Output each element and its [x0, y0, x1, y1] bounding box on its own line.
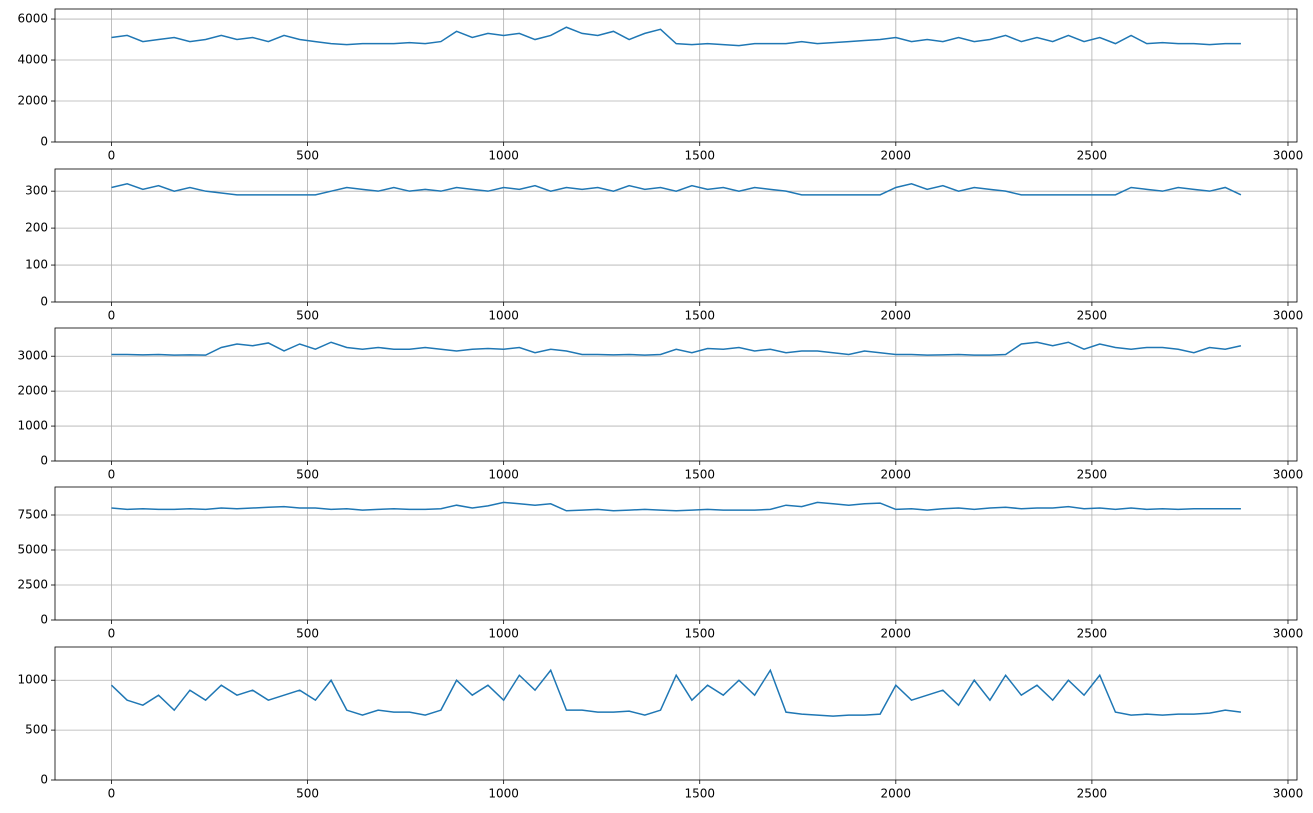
- y-tick-label: 200: [25, 221, 48, 235]
- x-tick-label: 2000: [881, 149, 912, 163]
- y-tick-label: 0: [40, 454, 48, 468]
- x-tick-label: 500: [296, 468, 319, 482]
- data-line: [111, 341, 1242, 356]
- x-tick-label: 1500: [684, 468, 715, 482]
- x-tick-label: 0: [108, 468, 116, 482]
- x-tick-label: 1000: [488, 468, 519, 482]
- x-tick-label: 2500: [1077, 787, 1108, 801]
- data-line: [111, 26, 1241, 47]
- x-tick-label: 500: [296, 627, 319, 641]
- y-tick-label: 3000: [17, 349, 48, 363]
- x-tick-label: 2000: [881, 309, 912, 323]
- x-tick-label: 2500: [1077, 309, 1108, 323]
- y-tick-label: 500: [25, 723, 48, 737]
- x-tick-label: 0: [108, 627, 116, 641]
- y-tick-label: 1000: [17, 673, 48, 687]
- y-tick-label: 0: [40, 773, 48, 787]
- y-tick-label: 0: [40, 295, 48, 309]
- y-tick-label: 4000: [17, 53, 48, 67]
- x-tick-label: 3000: [1273, 787, 1304, 801]
- x-tick-label: 1500: [684, 149, 715, 163]
- x-tick-label: 0: [108, 787, 116, 801]
- y-tick-label: 300: [25, 184, 48, 198]
- x-tick-label: 3000: [1273, 627, 1304, 641]
- x-tick-label: 3000: [1273, 309, 1304, 323]
- plot-frame: [54, 8, 1298, 143]
- x-tick-label: 3000: [1273, 149, 1304, 163]
- plot-frame: [54, 646, 1298, 781]
- x-tick-label: 2500: [1077, 149, 1108, 163]
- x-tick-label: 1000: [488, 309, 519, 323]
- x-tick-label: 2000: [881, 468, 912, 482]
- y-tick-label: 1000: [17, 419, 48, 433]
- x-tick-label: 500: [296, 309, 319, 323]
- x-tick-label: 3000: [1273, 468, 1304, 482]
- data-line: [111, 182, 1242, 196]
- plot-frame: [54, 486, 1298, 621]
- y-tick-label: 6000: [17, 12, 48, 26]
- y-tick-label: 0: [40, 135, 48, 149]
- data-line: [111, 501, 1241, 512]
- x-tick-label: 1500: [684, 627, 715, 641]
- x-tick-label: 1000: [488, 787, 519, 801]
- y-tick-label: 2000: [17, 384, 48, 398]
- x-tick-label: 500: [296, 787, 319, 801]
- x-tick-label: 0: [108, 309, 116, 323]
- x-tick-label: 2000: [881, 627, 912, 641]
- plot-frame: [54, 327, 1298, 462]
- x-tick-label: 2500: [1077, 627, 1108, 641]
- data-line: [110, 668, 1242, 717]
- y-tick-label: 7500: [17, 508, 48, 522]
- x-tick-label: 2000: [881, 787, 912, 801]
- y-tick-label: 0: [40, 613, 48, 627]
- x-tick-label: 1500: [684, 309, 715, 323]
- x-tick-label: 1000: [488, 627, 519, 641]
- y-tick-label: 5000: [17, 543, 48, 557]
- y-tick-label: 2000: [17, 94, 48, 108]
- x-tick-label: 2500: [1077, 468, 1108, 482]
- y-tick-label: 100: [25, 258, 48, 272]
- x-tick-label: 500: [296, 149, 319, 163]
- y-tick-label: 2500: [17, 578, 48, 592]
- plot-frame: [54, 168, 1298, 303]
- x-tick-label: 0: [108, 149, 116, 163]
- x-tick-label: 1000: [488, 149, 519, 163]
- x-tick-label: 1500: [684, 787, 715, 801]
